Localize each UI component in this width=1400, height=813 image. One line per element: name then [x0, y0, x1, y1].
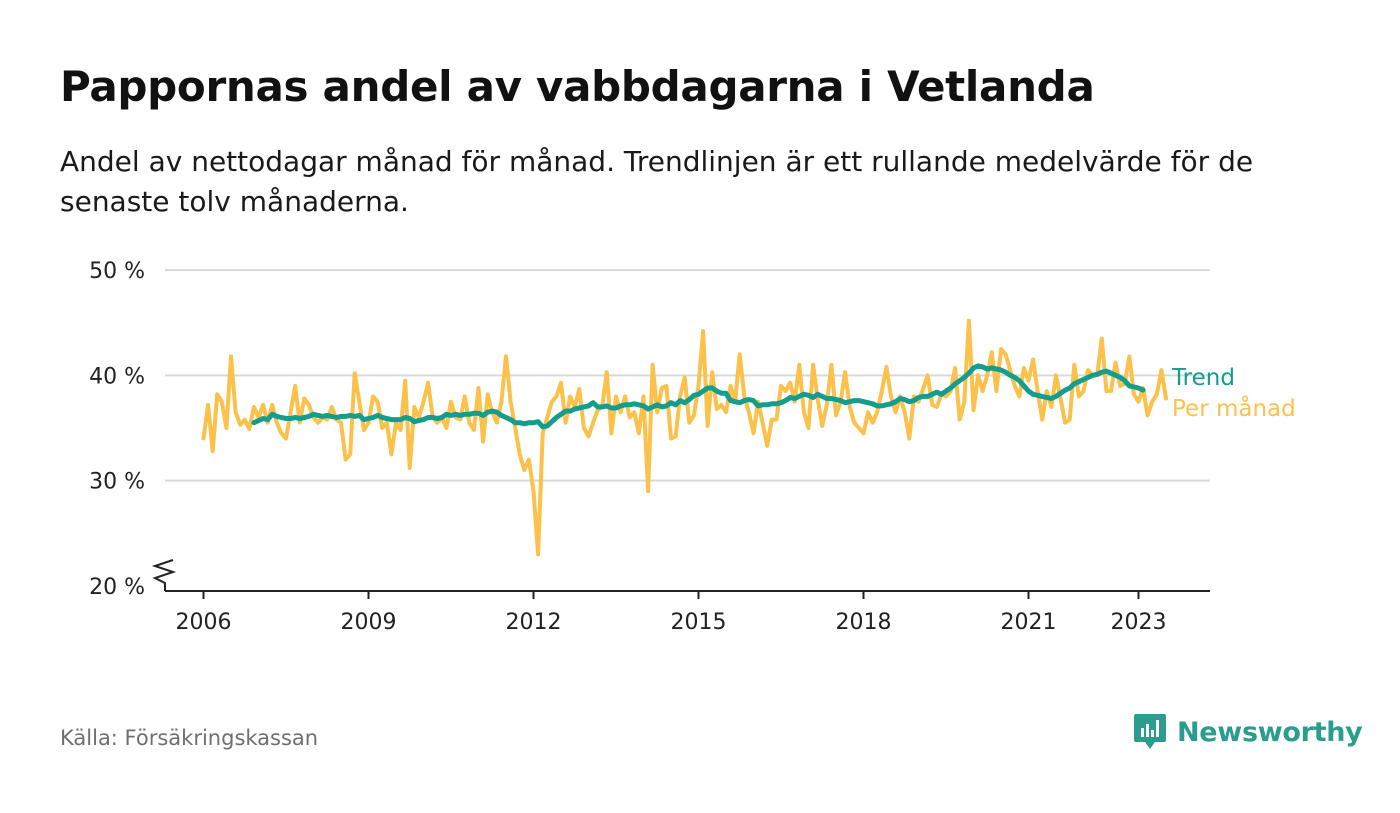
newsworthy-logo: Newsworthy: [1133, 712, 1363, 752]
y-tick-label: 30 %: [89, 470, 145, 495]
x-tick-label: 2009: [341, 610, 397, 635]
y-tick-label: 50 %: [89, 259, 145, 284]
gridlines: [165, 269, 1210, 482]
y-tick-label: 40 %: [89, 364, 145, 389]
x-tick-label: 2012: [506, 610, 562, 635]
source-note: Källa: Försäkringskassan: [60, 726, 319, 750]
x-tick-label: 2018: [836, 610, 892, 635]
series-lines: [201, 318, 1168, 557]
legend-label-monthly: Per månad: [1172, 394, 1296, 422]
x-tick-label: 2006: [176, 610, 232, 635]
legend-label-trend: Trend: [1171, 365, 1235, 391]
monthly-line: [201, 318, 1168, 557]
x-tick-label: 2023: [1111, 610, 1167, 635]
axis-break-icon: [151, 559, 177, 591]
logo-text: Newsworthy: [1177, 716, 1363, 748]
trend-line: [251, 363, 1146, 430]
chart-subtitle: Andel av nettodagar månad för månad. Tre…: [60, 145, 1254, 218]
bar-chart-badge-icon: [1134, 714, 1166, 749]
y-axis-ticks: 20 % 30 % 40 % 50 %: [89, 259, 145, 600]
y-tick-label: 20 %: [89, 575, 145, 600]
legend-labels: Per månad Trend: [1171, 365, 1296, 422]
chart-title: Pappornas andel av vabbdagarna i Vetland…: [60, 62, 1095, 111]
x-axis: 2006 2009 2012 2015 2018 2021 2023: [151, 559, 1210, 635]
x-tick-label: 2021: [1001, 610, 1057, 635]
x-tick-label: 2015: [671, 610, 727, 635]
